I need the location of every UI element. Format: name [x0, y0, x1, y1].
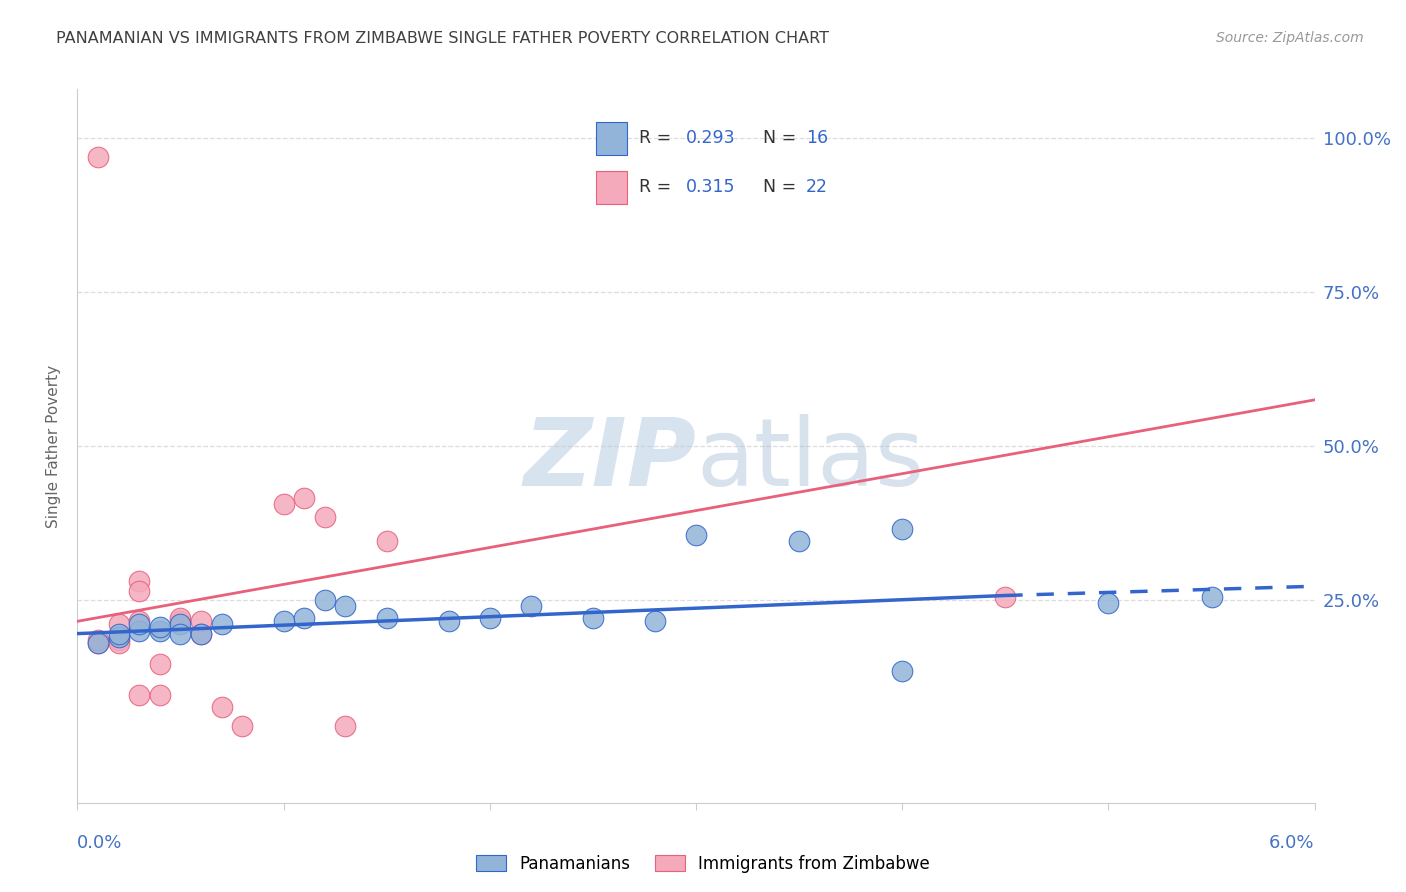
Point [128, 583, 150, 598]
Point [190, 626, 212, 640]
Point [644, 615, 666, 629]
Point [582, 611, 605, 625]
Point [87, 632, 110, 647]
Point [314, 509, 336, 524]
Point [685, 528, 707, 542]
Point [1201, 590, 1223, 604]
Point [87, 636, 110, 650]
Point [128, 615, 150, 629]
Point [128, 574, 150, 589]
Point [231, 719, 253, 733]
Point [891, 522, 914, 536]
Text: 0.315: 0.315 [686, 178, 735, 196]
Text: atlas: atlas [696, 414, 924, 507]
Bar [596, 122, 627, 154]
Point [169, 617, 191, 632]
Point [335, 599, 357, 613]
Point [190, 615, 212, 629]
Point [292, 491, 315, 506]
Point [87, 636, 110, 650]
Point [211, 700, 233, 714]
Text: R =: R = [640, 178, 676, 196]
Text: 6.0%: 6.0% [1270, 834, 1315, 852]
Bar [596, 171, 627, 204]
Text: N =: N = [763, 178, 801, 196]
Point [437, 615, 460, 629]
Point [149, 624, 172, 638]
Point [169, 626, 191, 640]
Point [128, 688, 150, 702]
Point [994, 590, 1017, 604]
Point [891, 664, 914, 678]
Point [149, 688, 172, 702]
Point [149, 657, 172, 672]
Y-axis label: Single Father Poverty: Single Father Poverty [46, 365, 62, 527]
Point [128, 617, 150, 632]
Point [149, 620, 172, 634]
Point [520, 599, 543, 613]
Text: N =: N = [763, 129, 801, 147]
Point [273, 498, 295, 512]
Point [478, 611, 501, 625]
Text: Source: ZipAtlas.com: Source: ZipAtlas.com [1216, 31, 1364, 45]
Legend: Panamanians, Immigrants from Zimbabwe: Panamanians, Immigrants from Zimbabwe [470, 848, 936, 880]
Text: ZIP: ZIP [523, 414, 696, 507]
Point [87, 150, 110, 164]
Point [335, 719, 357, 733]
Text: 16: 16 [806, 129, 828, 147]
Point [107, 630, 129, 644]
Text: PANAMANIAN VS IMMIGRANTS FROM ZIMBABWE SINGLE FATHER POVERTY CORRELATION CHART: PANAMANIAN VS IMMIGRANTS FROM ZIMBABWE S… [56, 31, 830, 46]
Text: R =: R = [640, 129, 676, 147]
Text: 0.293: 0.293 [686, 129, 735, 147]
Point [1097, 596, 1119, 610]
Point [169, 611, 191, 625]
Point [107, 626, 129, 640]
Point [190, 626, 212, 640]
Point [292, 611, 315, 625]
Point [107, 636, 129, 650]
Text: 22: 22 [806, 178, 828, 196]
Point [169, 615, 191, 629]
Point [787, 534, 810, 549]
Point [273, 615, 295, 629]
Point [128, 624, 150, 638]
Point [107, 632, 129, 647]
Point [211, 617, 233, 632]
Point [107, 617, 129, 632]
Point [375, 534, 398, 549]
Point [375, 611, 398, 625]
Text: 0.0%: 0.0% [77, 834, 122, 852]
Point [314, 592, 336, 607]
